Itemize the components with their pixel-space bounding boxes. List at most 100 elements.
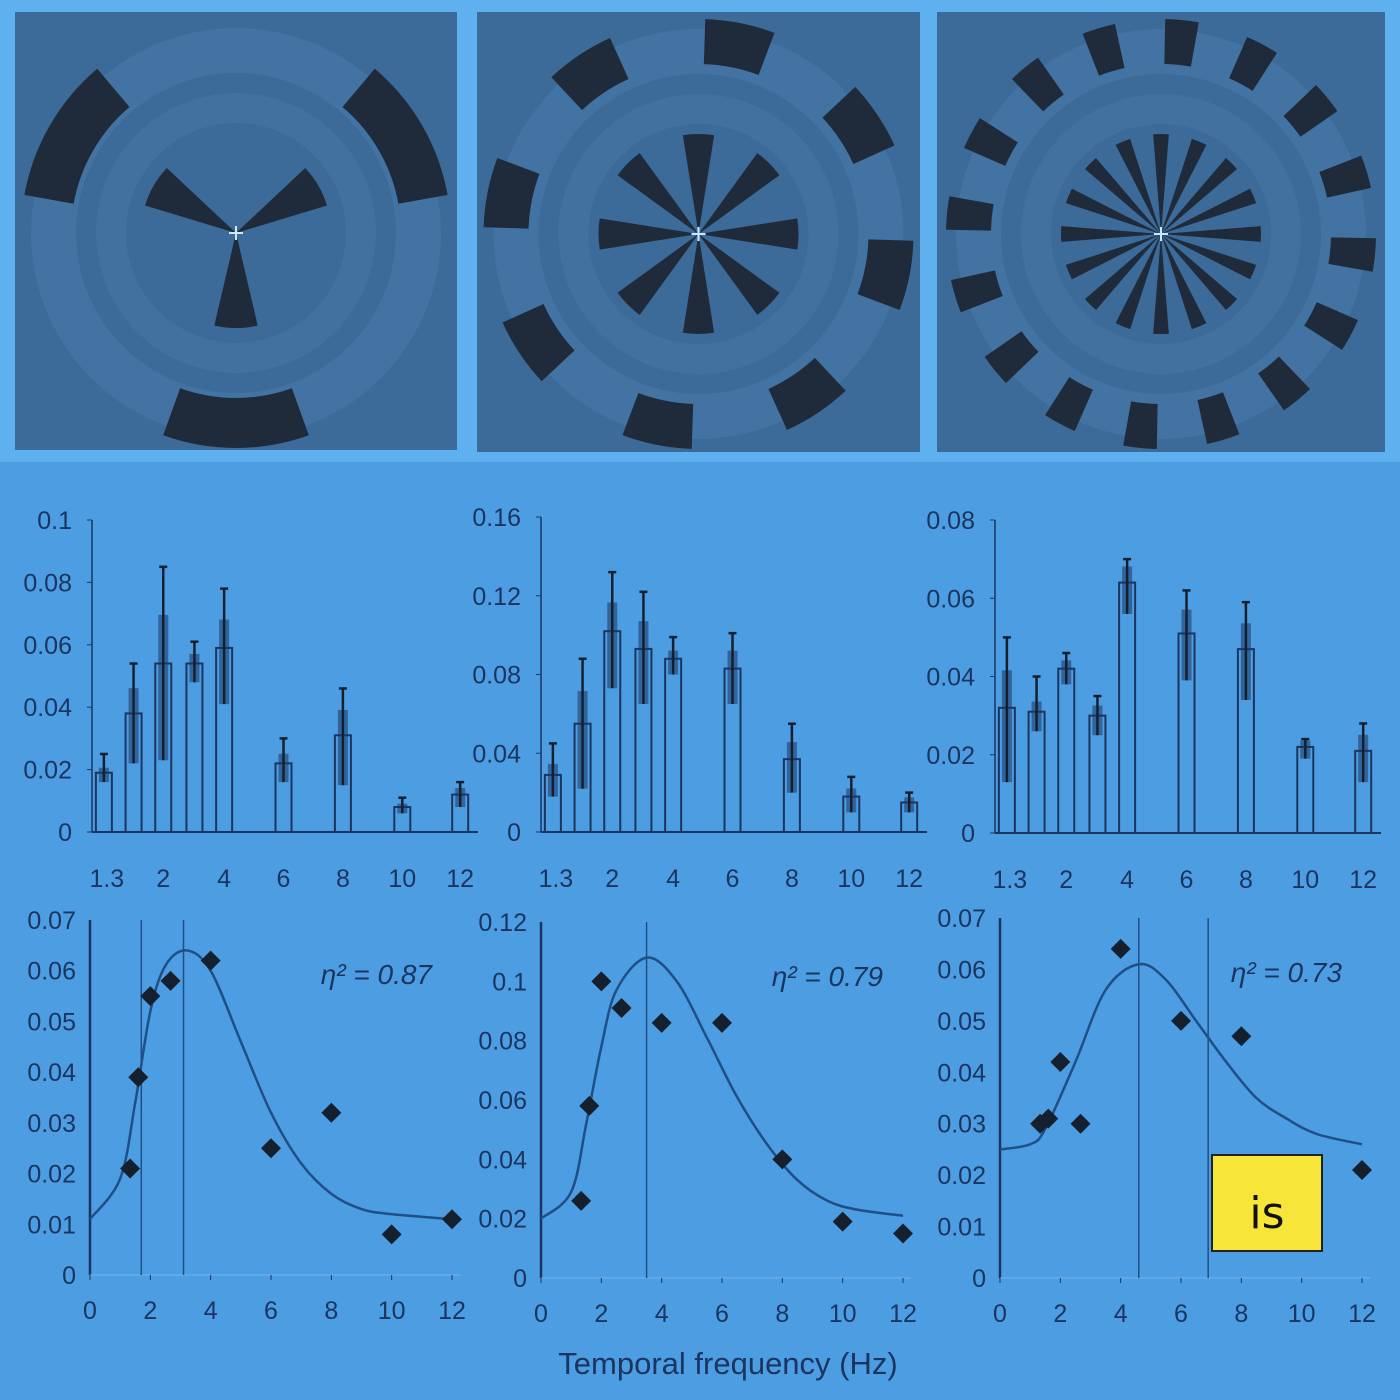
outer-dark-segment [964,118,1018,166]
outer-dark-segment [1164,19,1199,67]
outer-dark-segment [984,331,1039,384]
inner-dark-wedge [1084,157,1161,234]
bar-chart: 0 0.04 0.08 0.12 0.16 1.3 2 4 6 8 10 12 [472,504,927,893]
y-tick-label: 0.03 [937,1111,986,1139]
inner-dark-wedge [598,218,699,250]
data-point [832,1211,853,1232]
outer-dark-segment [1328,237,1376,272]
x-tick-label: 2 [1059,866,1073,894]
inner-dark-wedge [1161,234,1207,330]
x-tick-label: 10 [829,1300,857,1328]
x-tick-label: 8 [1239,866,1253,894]
inner-dark-wedge [617,153,699,234]
inner-dark-wedge [682,234,715,334]
y-tick-label: 0 [62,1262,76,1290]
outer-dark-segment [163,388,309,448]
data-point [140,986,161,1007]
y-tick-label: 0.08 [926,507,975,535]
data-point [893,1223,913,1244]
x-tick-label: 12 [1348,1300,1376,1328]
y-tick-label: 0.1 [37,507,72,535]
outer-dark-segment [946,196,994,231]
y-tick-label: 0.02 [27,1161,76,1189]
x-tick-label: 8 [785,865,799,893]
data-point [571,1190,592,1211]
outer-dark-segment [857,239,914,310]
data-point [160,970,181,991]
badge-logo-text: is [1249,1188,1284,1239]
fixation-cross-icon [1154,227,1168,241]
data-point [611,998,632,1019]
inner-dark-wedge [1161,226,1262,242]
y-tick-label: 0.08 [23,569,72,597]
outer-dark-segment [1123,401,1158,449]
y-tick-label: 0.05 [27,1008,76,1036]
data-point [1050,1052,1071,1072]
inner-dark-wedge [1065,234,1161,280]
outer-dark-segment [24,68,130,204]
y-tick-label: 0.08 [472,662,521,690]
x-tick-label: 8 [336,865,350,893]
x-tick-label: 4 [204,1297,218,1325]
y-tick-label: 0.04 [27,1059,76,1087]
x-axis-title: Temporal frequency (Hz) [558,1346,897,1381]
y-tick-label: 0.03 [27,1110,76,1138]
x-tick-label: 4 [1120,866,1134,894]
y-tick-label: 0.05 [937,1008,986,1036]
x-tick-label: 0 [83,1297,97,1325]
y-tick-label: 0.01 [27,1211,76,1239]
inner-dark-wedge [145,167,236,233]
data-point [120,1158,141,1179]
x-tick-label: 1.3 [89,865,124,893]
x-tick-label: 12 [1349,866,1377,894]
y-tick-label: 0.02 [937,1162,986,1190]
y-tick-label: 0.06 [27,958,76,986]
scatter-chart: 0 0.01 0.02 0.03 0.04 0.05 0.06 0.07 0 2 4 6 8 10 12 η²… [27,907,466,1325]
outer-dark-segment [1319,155,1372,198]
badge-box [1211,1154,1323,1252]
x-tick-label: 10 [837,865,865,893]
y-tick-label: 0.04 [937,1059,986,1087]
data-point [200,950,221,971]
fixation-cross-icon [229,226,243,240]
stimulus-panel [15,12,457,450]
inner-dark-wedge [682,134,715,234]
data-point [1070,1113,1091,1134]
inner-dark-wedge [1065,188,1161,234]
fit-curve [999,962,1363,1151]
y-tick-label: 0 [972,1265,986,1293]
inner-dark-wedge [1161,234,1257,280]
outer-dark-segment [342,68,448,204]
x-tick-label: 10 [1288,1300,1316,1328]
x-tick-label: 2 [143,1297,157,1325]
data-point [1352,1160,1372,1180]
data-point [772,1149,793,1170]
stimulus-panel [477,12,920,452]
y-tick-label: 0.06 [937,956,986,984]
y-tick-label: 0.02 [478,1206,527,1234]
x-tick-label: 2 [605,865,619,893]
outer-dark-segment [1229,37,1277,91]
y-tick-label: 0 [513,1265,527,1293]
x-tick-label: 6 [726,865,740,893]
data-point [381,1224,402,1245]
x-tick-label: 12 [438,1297,466,1325]
outer-dark-segment [950,270,1003,313]
outer-dark-segment [551,38,629,111]
x-tick-label: 10 [378,1297,406,1325]
x-tick-label: 8 [775,1300,789,1328]
data-point [128,1067,149,1088]
y-tick-label: 0.06 [926,585,975,613]
y-tick-label: 0 [507,819,521,847]
outer-dark-segment [703,19,775,75]
y-tick-label: 0.16 [472,504,521,532]
y-tick-label: 0.08 [478,1028,527,1056]
inner-dark-wedge [1153,134,1169,234]
data-point [321,1102,342,1123]
inner-dark-wedge [1115,138,1161,234]
bar-chart: 0 0.02 0.04 0.06 0.08 0.1 1.3 2 4 6 8 10 12 [23,507,478,893]
y-tick-label: 0.07 [937,905,986,933]
fit-curve [540,956,904,1220]
x-tick-label: 12 [895,865,923,893]
x-tick-label: 2 [1053,1300,1067,1328]
